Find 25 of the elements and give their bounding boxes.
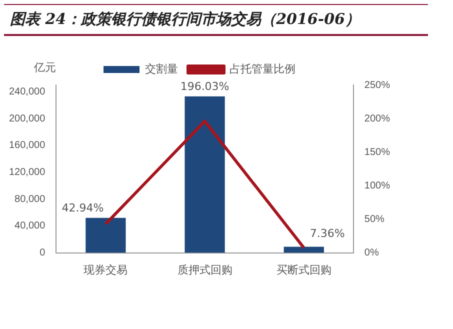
chart-title: 图表 24：政策银行债银行间市场交易（2016-06） xyxy=(4,4,428,36)
y2-tick-label: 200% xyxy=(364,113,390,124)
bar xyxy=(184,96,225,253)
y2-tick-label: 0% xyxy=(364,248,379,259)
y-tick-label: 240,000 xyxy=(8,86,46,98)
y-tick-label: 120,000 xyxy=(8,167,46,178)
y2-tick-label: 50% xyxy=(364,214,385,225)
legend-label: 交割量 xyxy=(145,62,178,76)
y-tick-label: 160,000 xyxy=(8,140,46,152)
y-tick-label: 40,000 xyxy=(14,220,46,232)
y-tick-label: 0 xyxy=(40,248,46,259)
x-tick-label: 质押式回购 xyxy=(177,263,232,276)
data-label: 196.03% xyxy=(180,80,230,93)
y2-tick-label: 150% xyxy=(364,146,390,158)
x-tick-label: 现券交易 xyxy=(84,263,128,276)
legend-label: 占托管量比例 xyxy=(230,62,296,76)
y-tick-label: 200,000 xyxy=(8,113,46,124)
x-tick-label: 买断式回购 xyxy=(276,263,332,276)
y2-tick-label: 250% xyxy=(364,80,390,91)
y-axis-title: 亿元 xyxy=(34,60,56,75)
y-tick-label: 80,000 xyxy=(14,194,46,205)
data-label: 42.94% xyxy=(62,201,104,214)
y2-tick-label: 100% xyxy=(364,180,390,192)
bar xyxy=(86,218,126,253)
data-label: 7.36% xyxy=(310,227,345,240)
